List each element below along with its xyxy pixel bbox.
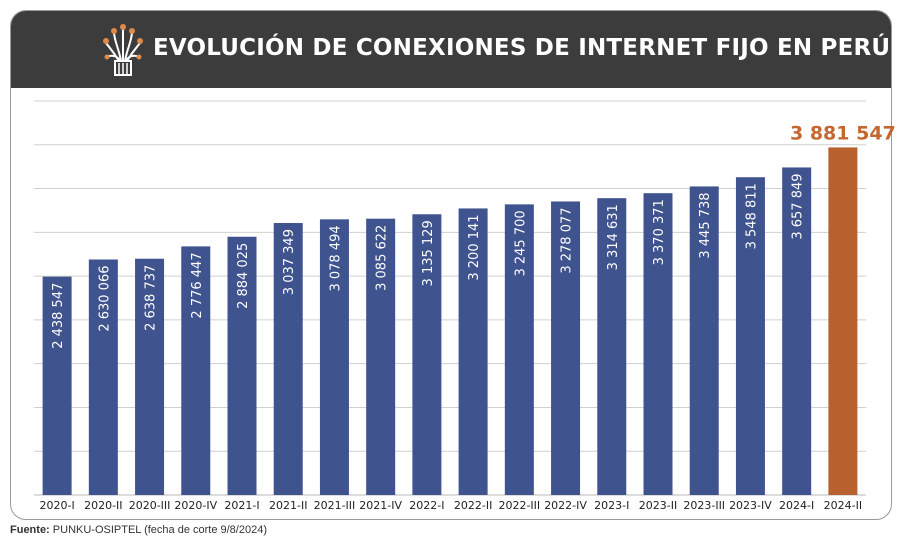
bar-2023-III [689, 186, 719, 495]
bar-2024-I [782, 167, 812, 496]
bar-2023-IV [735, 177, 765, 496]
x-tick-label: 2021-IV [359, 499, 402, 512]
data-label: 3 548 811 [744, 183, 759, 249]
data-label: 2 638 737 [144, 265, 159, 331]
data-label: 3 314 631 [606, 204, 621, 270]
fiber-optic-icon [103, 24, 143, 76]
bar-2021-II [273, 223, 303, 495]
bar-2023-II [643, 193, 673, 495]
bars [42, 147, 858, 496]
bar-2020-IV [181, 246, 211, 495]
gridlines [34, 100, 866, 496]
x-tick-label: 2022-I [409, 499, 444, 512]
bar-2024-II [828, 147, 858, 495]
data-label: 3 135 129 [421, 220, 436, 286]
data-label: 3 200 141 [467, 214, 482, 280]
source-note: Fuente: PUNKU-OSIPTEL (fecha de corte 9/… [10, 524, 267, 536]
bar-2020-II [88, 259, 118, 495]
data-label: 2 438 547 [51, 283, 66, 349]
x-tick-label: 2021-I [224, 499, 259, 512]
bar-2020-I [42, 276, 72, 495]
x-tick-label: 2024-II [824, 499, 862, 512]
x-tick-label: 2020-I [40, 499, 75, 512]
data-labels: 2 438 547 2 630 066 2 638 737 2 776 447 2 88… [51, 122, 896, 348]
x-tick-label: 2023-IV [729, 499, 772, 512]
data-label: 3 657 849 [791, 173, 806, 239]
x-tick-label: 2021-II [269, 499, 307, 512]
bar-2021-I [227, 236, 257, 496]
data-label-highlight: 3 881 547 [790, 122, 896, 144]
bar-2022-IV [551, 201, 581, 495]
x-tick-label: 2021-III [314, 499, 356, 512]
x-tick-label: 2023-I [594, 499, 629, 512]
chart-title: EVOLUCIÓN DE CONEXIONES DE INTERNET FIJO… [153, 35, 891, 61]
bar-2021-IV [366, 218, 396, 495]
x-tick-label: 2022-IV [544, 499, 587, 512]
data-label: 3 037 349 [282, 229, 297, 295]
bar-2022-III [504, 204, 534, 496]
x-tick-label: 2022-II [454, 499, 492, 512]
x-tick-label: 2022-III [498, 499, 540, 512]
data-label: 2 630 066 [97, 265, 112, 331]
data-label: 3 278 077 [560, 207, 575, 273]
x-tick-labels: 2020-I 2020-II 2020-III 2020-IV 2021-I 2021-I… [40, 499, 863, 512]
data-label: 3 445 738 [698, 192, 713, 258]
data-label: 3 085 622 [375, 225, 390, 291]
title-bar: EVOLUCIÓN DE CONEXIONES DE INTERNET FIJO… [11, 11, 891, 88]
bar-2022-II [458, 208, 488, 495]
x-tick-label: 2020-III [129, 499, 171, 512]
bar-2022-I [412, 214, 442, 496]
data-label: 3 245 700 [513, 210, 528, 276]
data-label: 3 078 494 [328, 225, 343, 291]
x-tick-label: 2024-I [779, 499, 814, 512]
x-tick-label: 2023-II [639, 499, 677, 512]
x-tick-label: 2020-II [84, 499, 122, 512]
x-tick-label: 2023-III [683, 499, 725, 512]
source-text: PUNKU-OSIPTEL (fecha de corte 9/8/2024) [52, 524, 267, 536]
bar-2021-III [319, 219, 349, 496]
source-label: Fuente: [10, 524, 50, 536]
x-tick-label: 2020-IV [174, 499, 217, 512]
bar-2023-I [597, 198, 627, 495]
data-label: 2 884 025 [236, 243, 251, 309]
data-label: 2 776 447 [190, 252, 205, 318]
data-label: 3 370 371 [652, 199, 667, 265]
bar-2020-III [135, 258, 165, 495]
